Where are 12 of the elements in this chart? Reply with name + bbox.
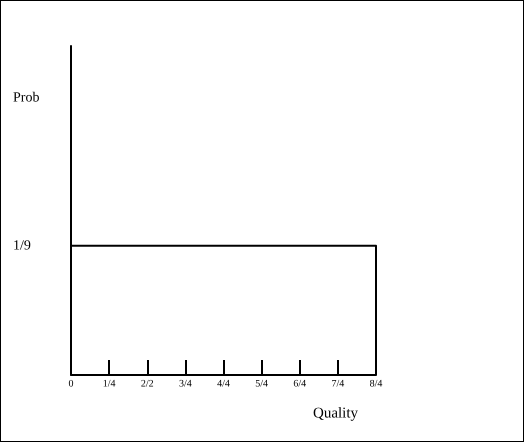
x-tick-label: 6/4 <box>293 378 306 390</box>
x-tick-label: 3/4 <box>178 378 192 390</box>
x-tick-label: 8/4 <box>370 378 382 390</box>
x-tick-label: 7/4 <box>331 378 344 390</box>
x-tick-label: 0 <box>68 378 74 390</box>
x-tick-label: 4/4 <box>217 378 230 390</box>
text: Prob <box>13 90 40 106</box>
x-tick-label: 5/4 <box>255 378 268 390</box>
x-tick-label: 1/4 <box>102 378 116 390</box>
x-tick-label: 2/2 <box>140 378 154 390</box>
x-axis-title: Quality <box>313 406 358 422</box>
text: 1/9 <box>13 238 31 254</box>
